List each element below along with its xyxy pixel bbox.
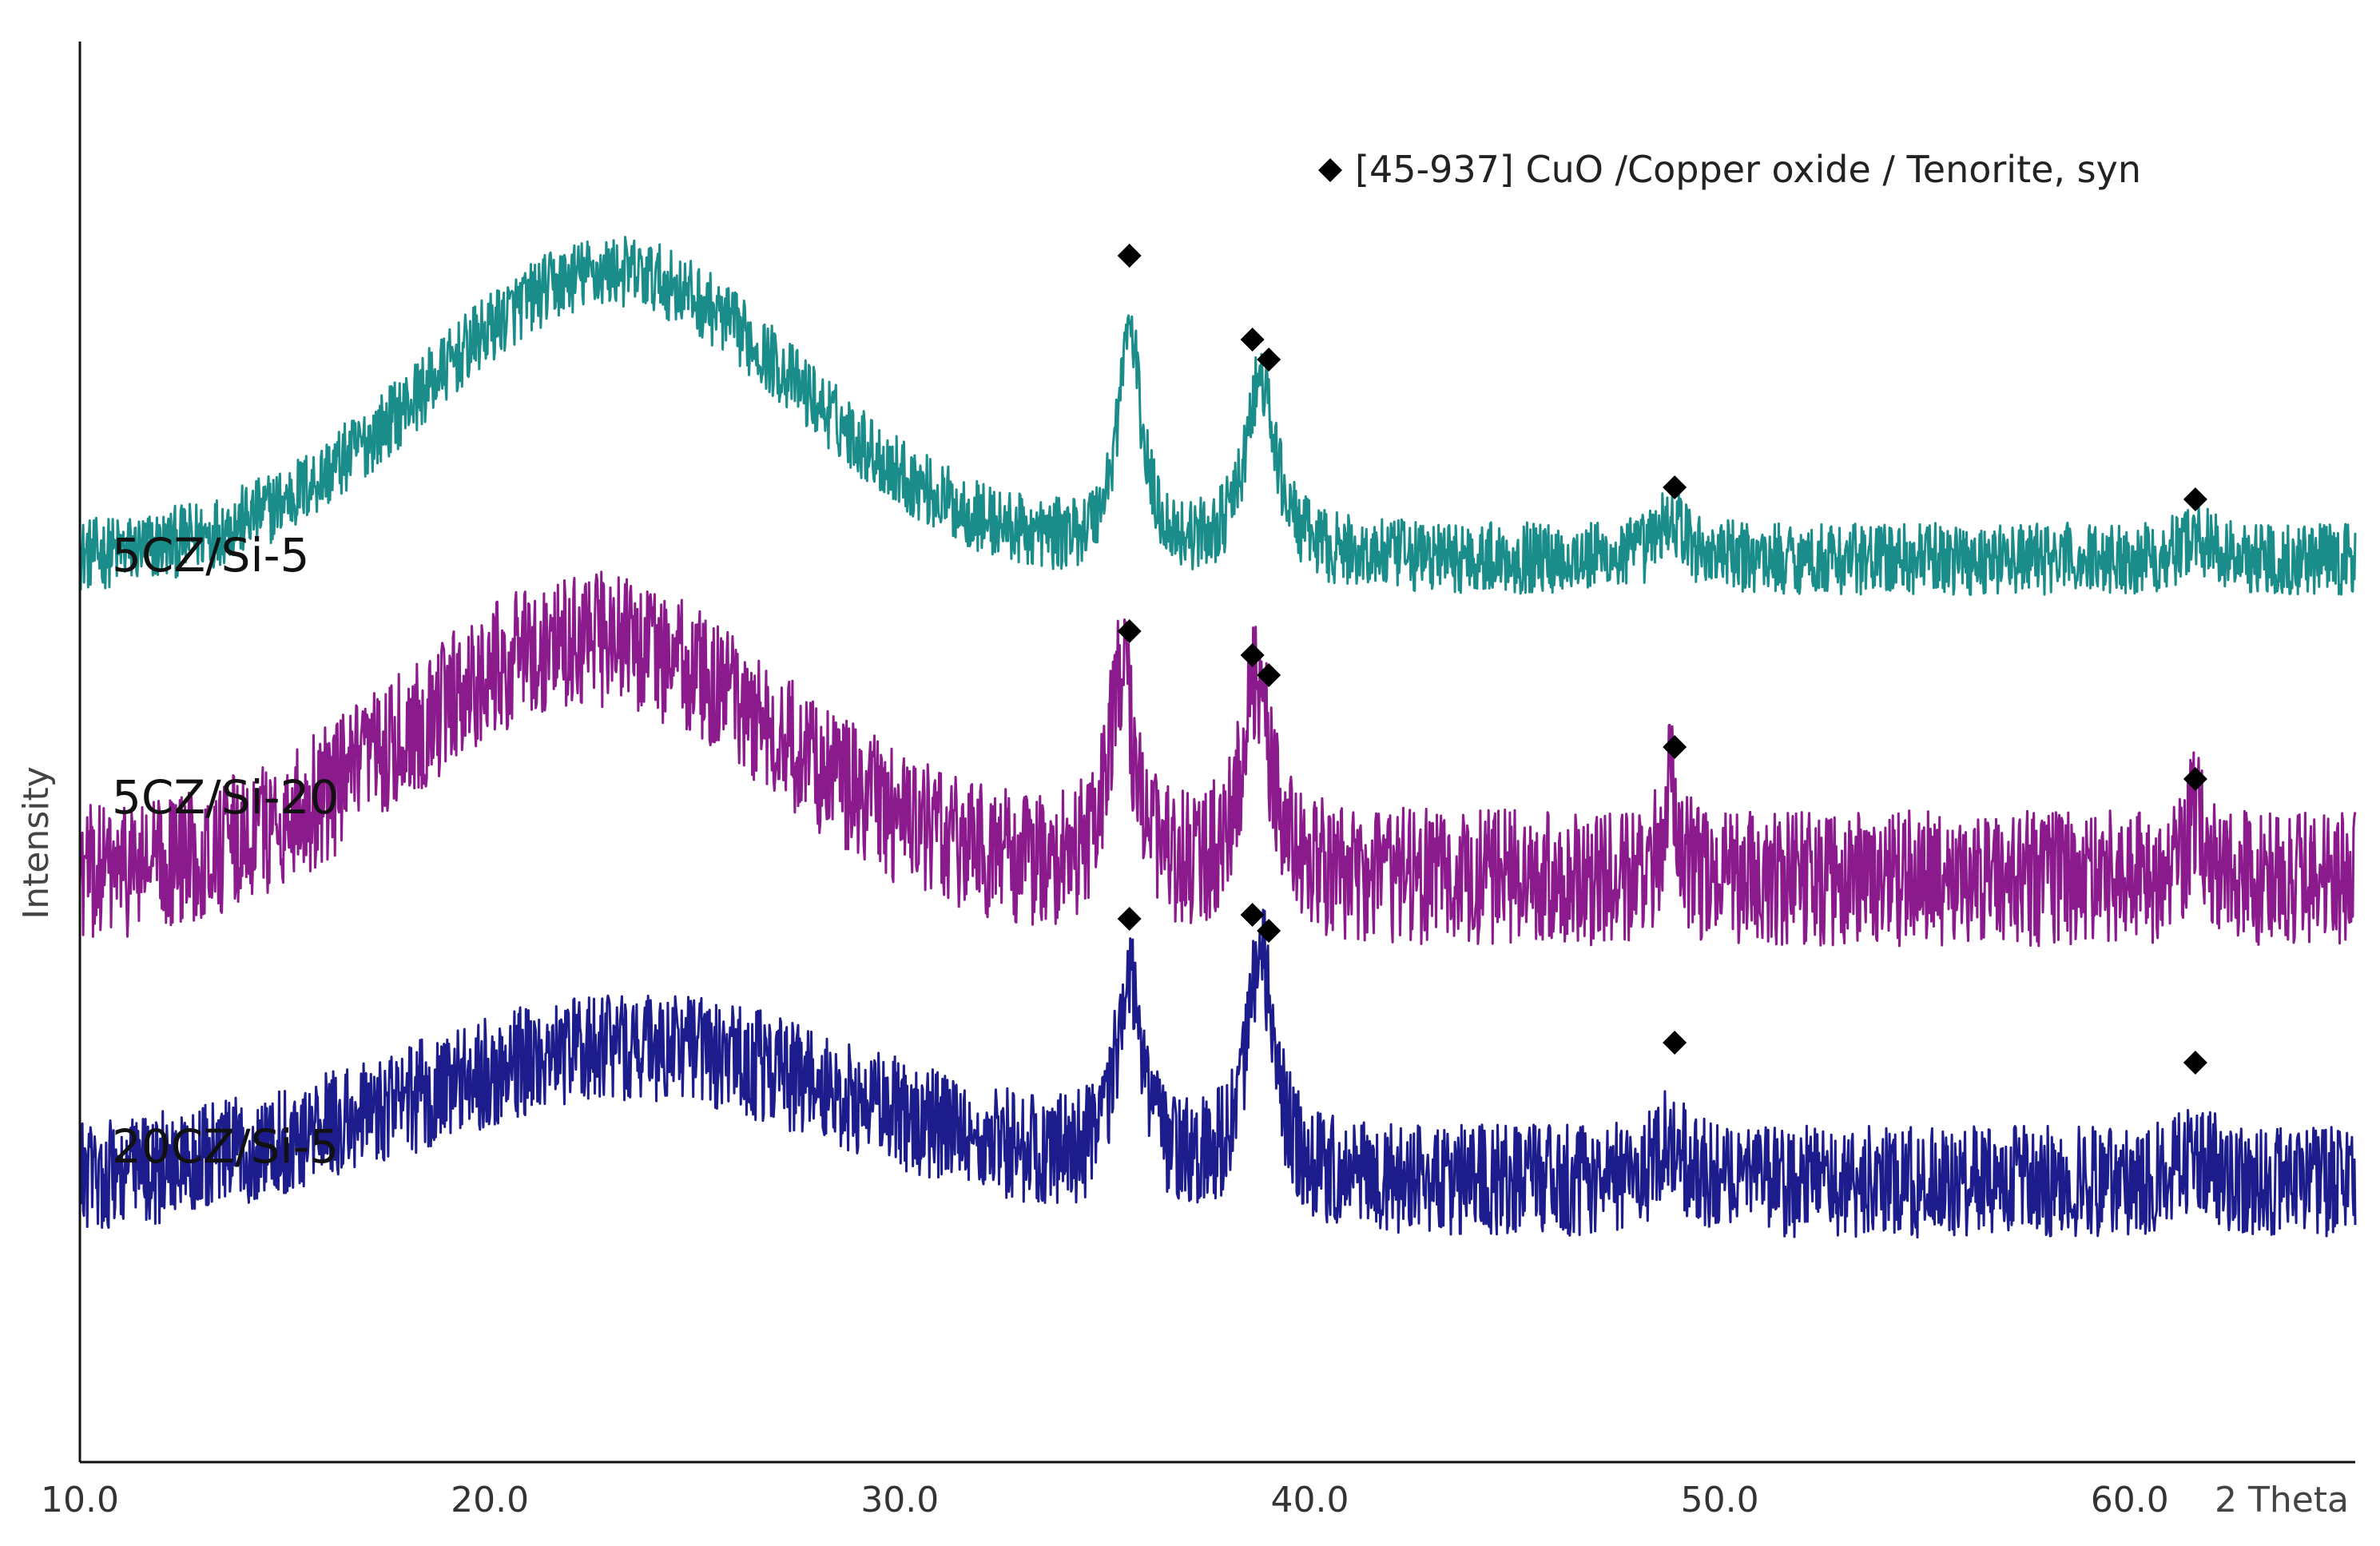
peak-marker-diamond-icon [1240, 643, 1265, 667]
peak-marker-diamond-icon [1663, 1031, 1687, 1055]
peak-marker-diamond-icon [2183, 767, 2207, 791]
peak-marker-diamond-icon [1257, 348, 1281, 372]
x-tick-label: 30.0 [860, 1480, 939, 1520]
peak-marker-diamond-icon [2183, 487, 2207, 511]
series-line [78, 908, 2357, 1239]
x-tick-label: 60.0 [2091, 1480, 2169, 1520]
series-label: 5CZ/Si-20 [112, 770, 339, 825]
peak-marker-diamond-icon [1663, 735, 1687, 759]
peak-marker-diamond-icon [1240, 903, 1265, 927]
legend: [45-937] CuO /Copper oxide / Tenorite, s… [1318, 148, 2141, 191]
legend-diamond-icon [1318, 158, 1342, 182]
peak-marker-diamond-icon [1117, 244, 1142, 268]
plot-area: 5CZ/Si-5 5CZ/Si-20 20CZ/Si-5 [78, 236, 2357, 1239]
x-tick-label: 10.0 [41, 1480, 119, 1520]
peak-marker-diamond-icon [2183, 1051, 2207, 1075]
peak-marker-layer [1117, 244, 2207, 1075]
x-tick-label: 50.0 [1681, 1480, 1759, 1520]
peak-marker-diamond-icon [1257, 919, 1281, 943]
series-line [78, 570, 2357, 948]
peak-marker-diamond-icon [1663, 475, 1687, 499]
peak-marker-diamond-icon [1240, 328, 1265, 352]
x-tick-label: 20.0 [451, 1480, 529, 1520]
series-label: 20CZ/Si-5 [112, 1119, 339, 1174]
series-label: 5CZ/Si-5 [112, 528, 309, 582]
x-tick-layer: 10.0 20.0 30.0 40.0 50.0 60.0 [41, 1480, 2169, 1520]
peak-marker-diamond-icon [1117, 619, 1142, 643]
peak-marker-diamond-icon [1117, 907, 1142, 931]
x-tick-label: 40.0 [1270, 1480, 1349, 1520]
legend-label: [45-937] CuO /Copper oxide / Tenorite, s… [1355, 148, 2141, 191]
series-layer [78, 236, 2357, 1239]
peak-marker-diamond-icon [1257, 663, 1281, 687]
y-axis-title: Intensity [16, 766, 57, 920]
x-axis-title: 2 Theta [2215, 1480, 2349, 1520]
series-label-layer: 5CZ/Si-5 5CZ/Si-20 20CZ/Si-5 [112, 528, 339, 1174]
series-line [79, 236, 2357, 596]
